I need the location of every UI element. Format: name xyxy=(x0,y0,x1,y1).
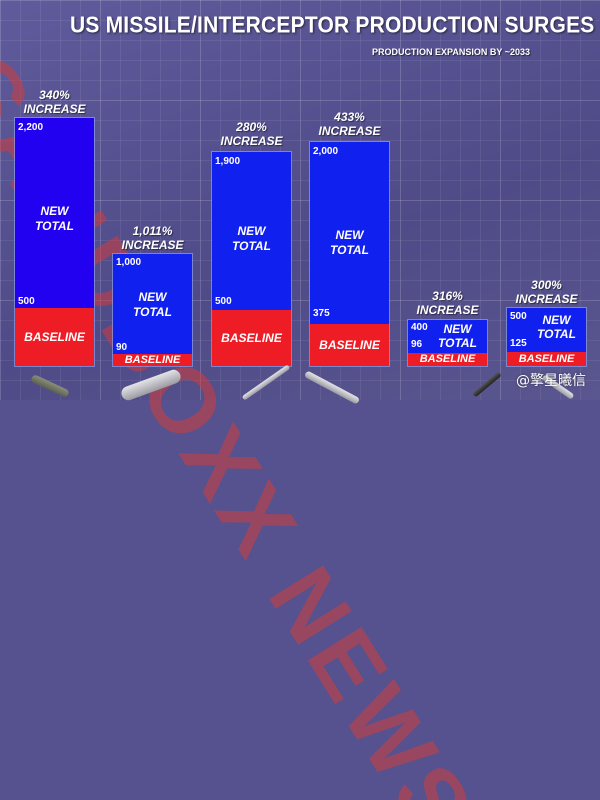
baseline-label: BASELINE xyxy=(518,352,575,365)
new-total-label: NEW TOTAL xyxy=(418,322,497,350)
increase-annotation: 316% INCREASE xyxy=(408,289,487,317)
increase-annotation: 300% INCREASE xyxy=(507,278,586,306)
new-total-bar: 2,200 NEW TOTAL 500 BASELINE xyxy=(15,118,94,366)
new-text: NEW xyxy=(138,290,167,304)
increase-pct: 300% xyxy=(531,278,562,292)
increase-annotation: 1,011% INCREASE xyxy=(113,224,192,252)
increase-label: INCREASE xyxy=(23,102,86,116)
baseline-segment: BASELINE xyxy=(113,354,192,366)
increase-annotation: 280% INCREASE xyxy=(212,120,291,148)
baseline-value: 125 xyxy=(510,338,527,349)
new-total-bar: 2,000 NEW TOTAL 375 BASELINE xyxy=(310,142,389,366)
missile-icon xyxy=(30,373,70,399)
new-total-label: NEW TOTAL xyxy=(517,313,596,341)
missile-icon xyxy=(472,371,502,398)
bar-group-2: 1,011% INCREASE 1,000 NEW TOTAL 90 BASEL… xyxy=(113,0,192,368)
new-total-label: NEW TOTAL xyxy=(15,204,94,234)
total-text: TOTAL xyxy=(330,243,369,257)
new-total-label: NEW TOTAL xyxy=(212,224,291,254)
new-total-label: NEW TOTAL xyxy=(113,290,192,320)
bar-group-6: 300% INCREASE 500 NEW TOTAL 125 BASELINE xyxy=(507,0,586,368)
increase-annotation: 340% INCREASE xyxy=(15,88,94,116)
new-total-bar: 400 NEW TOTAL 96 BASELINE xyxy=(408,320,487,366)
baseline-label: BASELINE xyxy=(24,330,85,344)
increase-label: INCREASE xyxy=(318,124,381,138)
source-watermark: @擎星曦信 xyxy=(516,373,586,389)
baseline-label: BASELINE xyxy=(419,353,476,365)
new-total-value: 500 xyxy=(510,311,527,322)
missile-icon xyxy=(119,367,183,403)
new-total-value: 1,000 xyxy=(116,257,142,268)
baseline-segment: BASELINE xyxy=(408,353,487,366)
baseline-segment: BASELINE xyxy=(15,308,94,366)
baseline-value: 500 xyxy=(18,296,35,307)
missile-icon xyxy=(241,364,291,401)
new-total-value: 1,900 xyxy=(215,156,241,167)
new-text: NEW xyxy=(443,322,472,336)
baseline-value: 90 xyxy=(116,342,128,353)
new-total-value: 2,200 xyxy=(18,122,44,133)
bar-group-1: 340% INCREASE 2,200 NEW TOTAL 500 BASELI… xyxy=(15,0,94,368)
new-total-bar: 500 NEW TOTAL 125 BASELINE xyxy=(507,308,586,366)
total-text: TOTAL xyxy=(537,327,576,341)
increase-label: INCREASE xyxy=(416,303,479,317)
total-text: TOTAL xyxy=(232,239,271,253)
total-text: TOTAL xyxy=(35,219,74,233)
increase-pct: 340% xyxy=(39,88,70,102)
new-total-value: 400 xyxy=(411,322,428,333)
increase-label: INCREASE xyxy=(220,134,283,148)
new-text: NEW xyxy=(335,228,364,242)
grid-background xyxy=(0,0,600,400)
increase-annotation: 433% INCREASE xyxy=(310,110,389,138)
increase-label: INCREASE xyxy=(515,292,578,306)
new-total-label: NEW TOTAL xyxy=(310,228,389,258)
baseline-value: 500 xyxy=(215,296,232,307)
chart-subtitle: PRODUCTION EXPANSION BY ~2033 xyxy=(372,47,530,57)
total-text: TOTAL xyxy=(438,336,477,350)
new-total-bar: 1,900 NEW TOTAL 500 BASELINE xyxy=(212,152,291,366)
baseline-label: BASELINE xyxy=(319,338,380,352)
new-text: NEW xyxy=(40,204,69,218)
baseline-label: BASELINE xyxy=(221,331,282,345)
baseline-value: 96 xyxy=(411,339,423,350)
bar-group-3: 280% INCREASE 1,900 NEW TOTAL 500 BASELI… xyxy=(212,0,291,368)
bar-group-4: 433% INCREASE 2,000 NEW TOTAL 375 BASELI… xyxy=(310,0,389,368)
bar-group-5: 316% INCREASE 400 NEW TOTAL 96 BASELINE xyxy=(408,0,487,368)
increase-pct: 433% xyxy=(334,110,365,124)
increase-pct: 1,011% xyxy=(132,224,173,238)
new-text: NEW xyxy=(542,313,571,327)
increase-pct: 316% xyxy=(432,289,463,303)
missile-images-strip xyxy=(0,364,600,405)
chart-title: US MISSILE/INTERCEPTOR PRODUCTION SURGES xyxy=(70,12,595,39)
baseline-segment: BASELINE xyxy=(212,310,291,366)
new-text: NEW xyxy=(237,224,266,238)
baseline-label: BASELINE xyxy=(124,353,181,366)
increase-pct: 280% xyxy=(236,120,267,134)
increase-label: INCREASE xyxy=(121,238,184,252)
new-total-value: 2,000 xyxy=(313,146,339,157)
new-total-bar: 1,000 NEW TOTAL 90 BASELINE xyxy=(113,254,192,366)
baseline-segment: BASELINE xyxy=(310,324,389,366)
baseline-segment: BASELINE xyxy=(507,352,586,366)
baseline-value: 375 xyxy=(313,308,330,319)
total-text: TOTAL xyxy=(133,305,172,319)
